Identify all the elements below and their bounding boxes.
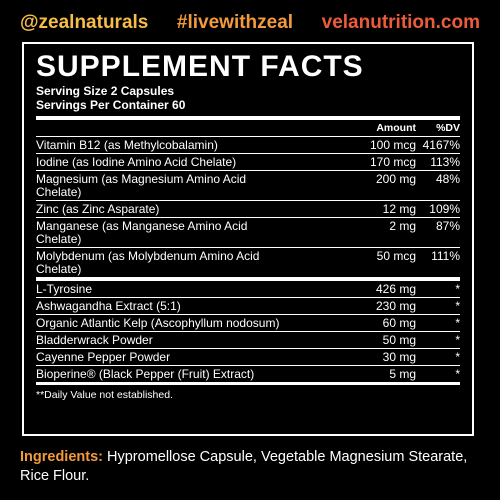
- nutrient-amount: 12 mg: [382, 202, 416, 216]
- nutrient-dv: *: [455, 299, 460, 313]
- nutrient-amount: 100 mcg: [369, 138, 416, 152]
- nutrient-name: L-Tyrosine: [36, 282, 93, 296]
- nutrient-amount: 60 mg: [382, 316, 416, 330]
- nutrient-name: Bladderwrack Powder: [36, 333, 153, 347]
- nutrient-row: Vitamin B12 (as Methylcobalamin) 100 mcg 4…: [36, 137, 460, 154]
- nutrient-name: Cayenne Pepper Powder: [36, 350, 171, 364]
- nutrient-name: Manganese (as Manganese Amino Acid Chela…: [36, 219, 248, 246]
- column-label: Amount: [376, 122, 416, 134]
- divider: [36, 116, 460, 120]
- nutrient-amount: 200 mg: [375, 172, 416, 186]
- nutrient-name: Magnesium (as Magnesium Amino Acid Chela…: [36, 172, 247, 199]
- nutrient-row: Bioperine® (Black Pepper (Fruit) Extract…: [36, 366, 460, 383]
- vitamin-rows: Vitamin B12 (as Methylcobalamin) 100 mcg 4…: [36, 137, 460, 278]
- nutrient-amount: 170 mcg: [369, 155, 416, 169]
- nutrient-amount: 5 mg: [389, 367, 416, 381]
- nutrient-name: Ashwagandha Extract (5:1): [36, 299, 181, 313]
- divider: [36, 278, 460, 281]
- nutrient-dv: 113%: [430, 155, 460, 169]
- nutrient-row: Bladderwrack Powder 50 mg *: [36, 332, 460, 349]
- facts-panel: SUPPLEMENT FACTS Serving Size 2 Capsules…: [22, 42, 474, 436]
- nutrient-row: Zinc (as Zinc Asparate) 12 mg 109%: [36, 201, 460, 218]
- nutrient-dv: 111%: [431, 249, 460, 263]
- spacer: [36, 122, 286, 135]
- nutrient-row: Iodine (as Iodine Amino Acid Chelate) 170…: [36, 154, 460, 171]
- handle: @zealnaturals: [20, 12, 149, 33]
- ingredients: Ingredients: Hypromellose Capsule, Veget…: [20, 448, 482, 486]
- nutrient-name: Iodine (as Iodine Amino Acid Chelate): [36, 155, 237, 169]
- nutrient-amount: 50 mg: [382, 333, 416, 347]
- nutrient-row: Manganese (as Manganese Amino Acid Chela…: [36, 218, 460, 248]
- nutrient-row: Molybdenum (as Molybdenum Amino Acid Che…: [36, 248, 460, 278]
- handle: #livewithzeal: [176, 12, 294, 33]
- footnote: **Daily Value not established.: [36, 389, 173, 401]
- handles: @zealnaturals #livewithzeal velanutritio…: [20, 12, 480, 34]
- nutrient-name: Zinc (as Zinc Asparate): [36, 202, 160, 216]
- nutrient-name: Vitamin B12 (as Methylcobalamin): [36, 138, 218, 152]
- nutrient-name: Bioperine® (Black Pepper (Fruit) Extract…: [36, 367, 255, 381]
- nutrient-name: Molybdenum (as Molybdenum Amino Acid Che…: [36, 249, 260, 276]
- nutrient-amount: 50 mcg: [376, 249, 416, 263]
- column-header: Amount %DV: [36, 120, 460, 137]
- nutrient-dv: 4167%: [422, 138, 460, 152]
- servings-per-container: Servings Per Container 60: [36, 98, 186, 112]
- serving-size: Serving Size 2 Capsules: [36, 84, 175, 98]
- nutrient-amount: 426 mg: [375, 282, 416, 296]
- nutrient-name: Organic Atlantic Kelp (Ascophyllum nodos…: [36, 316, 280, 330]
- nutrient-dv: 109%: [429, 202, 460, 216]
- nutrient-amount: 30 mg: [382, 350, 416, 364]
- nutrient-row: Cayenne Pepper Powder 30 mg *: [36, 349, 460, 366]
- nutrient-dv: *: [455, 350, 460, 364]
- ingredients-label: Ingredients:: [20, 449, 103, 465]
- other-rows: L-Tyrosine 426 mg * Ashwagandha Extract (5:…: [36, 281, 460, 383]
- nutrient-row: Ashwagandha Extract (5:1) 230 mg *: [36, 298, 460, 315]
- column-label: %DV: [436, 122, 460, 134]
- nutrient-row: L-Tyrosine 426 mg *: [36, 281, 460, 298]
- nutrient-dv: *: [455, 333, 460, 347]
- nutrient-dv: *: [455, 316, 460, 330]
- nutrient-amount: 2 mg: [389, 219, 416, 233]
- nutrient-dv: *: [455, 367, 460, 381]
- ingredients-text: Hypromellose Capsule, Vegetable Magnesiu…: [20, 449, 468, 484]
- nutrient-row: Magnesium (as Magnesium Amino Acid Chela…: [36, 171, 460, 201]
- divider: [36, 382, 460, 385]
- nutrient-amount: 230 mg: [375, 299, 416, 313]
- nutrient-dv: 48%: [435, 172, 460, 186]
- panel-title: SUPPLEMENT FACTS: [36, 50, 364, 83]
- nutrient-dv: 87%: [435, 219, 460, 233]
- handle: velanutrition.com: [321, 12, 480, 33]
- nutrient-row: Organic Atlantic Kelp (Ascophyllum nodos…: [36, 315, 460, 332]
- nutrient-dv: *: [455, 282, 460, 296]
